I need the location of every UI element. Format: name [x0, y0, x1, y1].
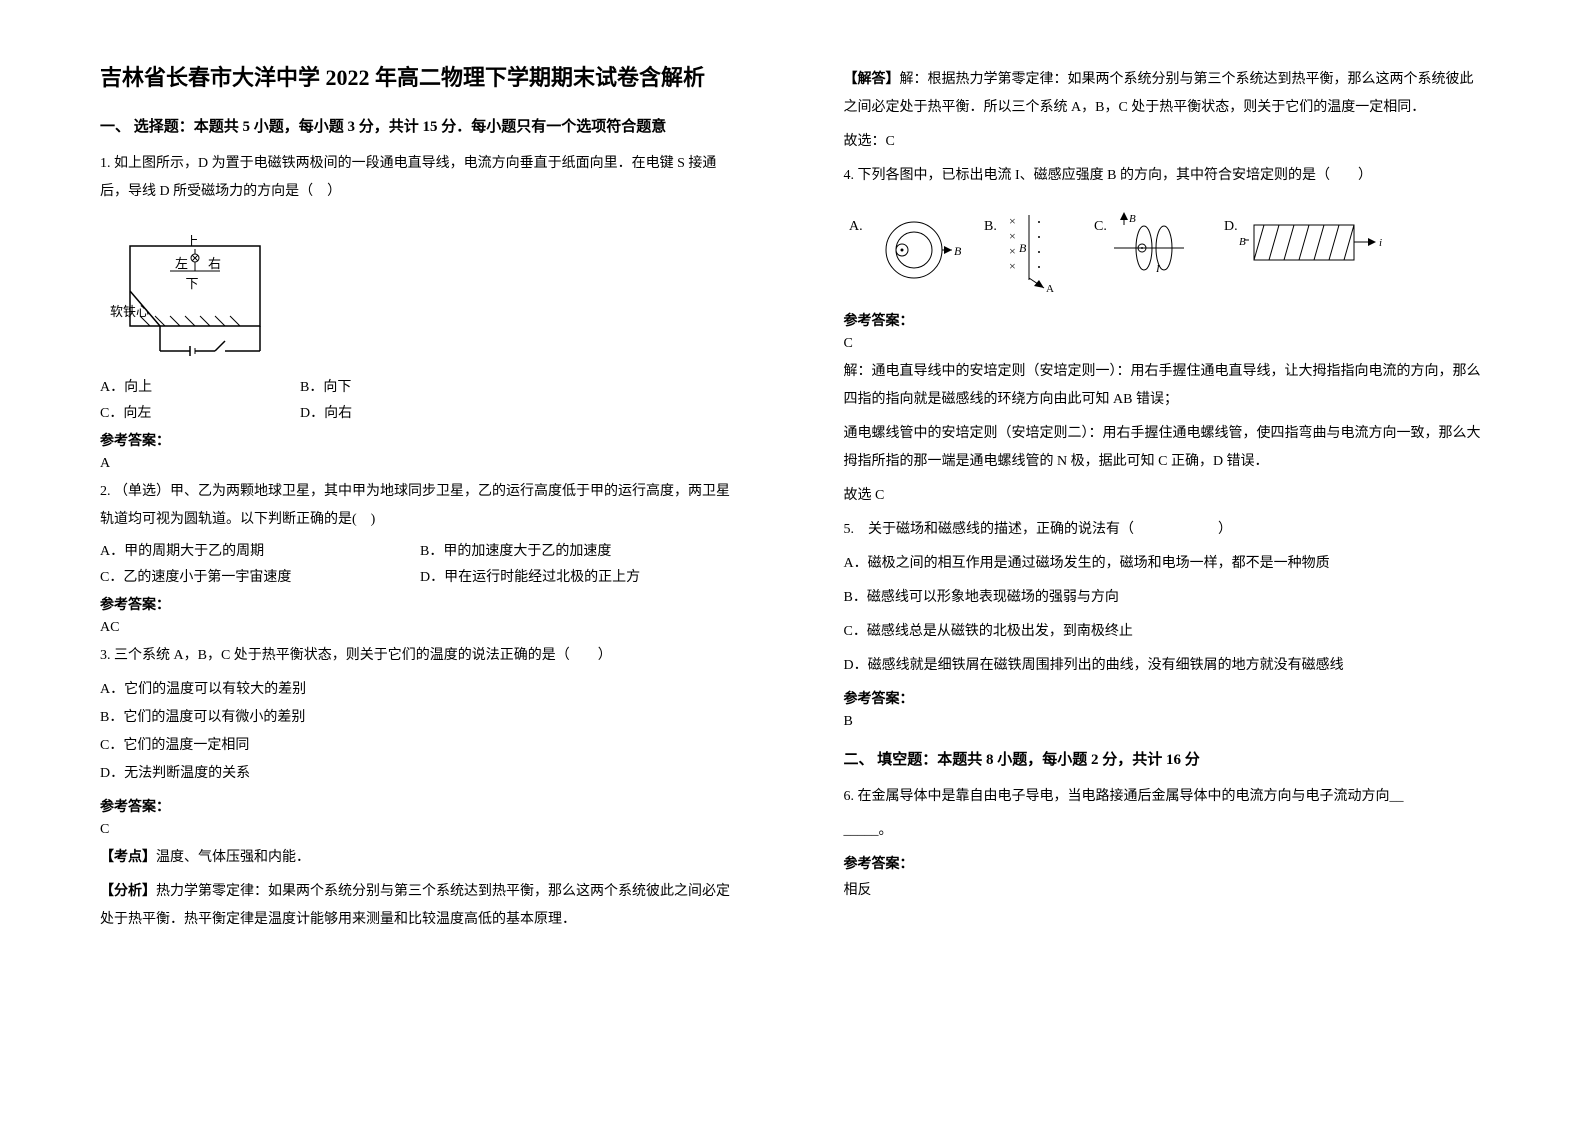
svg-text:×: ×	[1009, 214, 1016, 228]
q2-optC: C．乙的速度小于第一宇宙速度	[100, 566, 420, 586]
q3-optB: B．它们的温度可以有微小的差别	[100, 704, 744, 732]
fig-core-label: 软铁心	[110, 304, 149, 319]
q2-optB: B．甲的加速度大于乙的加速度	[420, 540, 740, 560]
kaopoint-label: 【考点】	[100, 850, 156, 865]
q1-optB: B．向下	[300, 376, 500, 396]
q6-text: 6. 在金属导体中是靠自由电子导电，当电路接通后金属导体中的电流方向与电子流动方…	[844, 783, 1488, 811]
svg-text:B: B	[1239, 236, 1246, 248]
q4-sol1: 解：通电直导线中的安培定则（安培定则一）：用右手握住通电直导线，让大拇指指向电流…	[844, 358, 1488, 414]
q5-optB: B．磁感线可以形象地表现磁场的强弱与方向	[844, 584, 1488, 612]
q4-labA: A.	[849, 219, 863, 234]
svg-text:B: B	[954, 244, 962, 258]
q5-answer: B	[844, 714, 1488, 730]
q3-optC: C．它们的温度一定相同	[100, 732, 744, 760]
section2-header: 二、 填空题：本题共 8 小题，每小题 2 分，共计 16 分	[844, 748, 1488, 769]
svg-text:I: I	[1155, 263, 1161, 275]
q5-optD: D．磁感线就是细铁屑在磁铁周围排列出的曲线，没有细铁屑的地方就没有磁感线	[844, 652, 1488, 680]
fig-right-label: 右	[208, 256, 221, 271]
fenxi-label: 【分析】	[100, 884, 156, 899]
fenxi-text: 热力学第零定律：如果两个系统分别与第三个系统达到热平衡，那么这两个系统彼此之间必…	[100, 884, 730, 927]
q4-text: 4. 下列各图中，已标出电流 I、磁感应强度 B 的方向，其中符合安培定则的是（…	[844, 162, 1488, 190]
q3-answer-label: 参考答案：	[100, 796, 744, 816]
svg-text:×: ×	[1009, 259, 1016, 273]
q2-answer-label: 参考答案：	[100, 594, 744, 614]
q3-fenxi: 【分析】热力学第零定律：如果两个系统分别与第三个系统达到热平衡，那么这两个系统彼…	[100, 878, 744, 934]
fig-up-label: 上	[185, 234, 198, 249]
q4-labB: B.	[984, 219, 997, 234]
svg-text:A: A	[1046, 283, 1054, 295]
kaopoint-text: 温度、气体压强和内能．	[156, 850, 310, 865]
q5-answer-label: 参考答案：	[844, 688, 1488, 708]
q4-figure: A. B B. ×××× B A C. B	[844, 200, 1488, 300]
q4-labC: C.	[1094, 219, 1107, 234]
q4-labD: D.	[1224, 219, 1238, 234]
q2-options-row1: A．甲的周期大于乙的周期 B．甲的加速度大于乙的加速度	[100, 540, 744, 560]
q5-optA: A．磁极之间的相互作用是通过磁场发生的，磁场和电场一样，都不是一种物质	[844, 550, 1488, 578]
q3-jieda: 【解答】解：根据热力学第零定律：如果两个系统分别与第三个系统达到热平衡，那么这两…	[844, 66, 1488, 122]
q3-optA: A．它们的温度可以有较大的差别	[100, 676, 744, 704]
q4-guxuan: 故选 C	[844, 482, 1488, 510]
q3-guxuan: 故选：C	[844, 128, 1488, 156]
svg-text:×: ×	[1009, 229, 1016, 243]
q4-sol2: 通电螺线管中的安培定则（安培定则二）：用右手握住通电螺线管，使四指弯曲与电流方向…	[844, 420, 1488, 476]
q5-text: 5. 关于磁场和磁感线的描述，正确的说法有（ ）	[844, 516, 1488, 544]
q4-answer-label: 参考答案：	[844, 310, 1488, 330]
q1-options-row1: A．向上 B．向下	[100, 376, 744, 396]
section1-header: 一、 选择题：本题共 5 小题，每小题 3 分，共计 15 分．每小题只有一个选…	[100, 115, 744, 136]
q1-optC: C．向左	[100, 402, 300, 422]
q6-blank: _____。	[844, 817, 1488, 845]
q6-answer: 相反	[844, 879, 1488, 899]
q2-optA: A．甲的周期大于乙的周期	[100, 540, 420, 560]
document-title: 吉林省长春市大洋中学 2022 年高二物理下学期期末试卷含解析	[100, 60, 744, 95]
fig-down-label: 下	[185, 276, 198, 291]
q1-answer-label: 参考答案：	[100, 430, 744, 450]
q3-text: 3. 三个系统 A，B，C 处于热平衡状态，则关于它们的温度的说法正确的是（ ）	[100, 642, 744, 670]
svg-text:B: B	[1129, 213, 1136, 225]
q1-optD: D．向右	[300, 402, 500, 422]
q1-text: 1. 如上图所示，D 为置于电磁铁两极间的一段通电直导线，电流方向垂直于纸面向里…	[100, 150, 744, 206]
left-column: 吉林省长春市大洋中学 2022 年高二物理下学期期末试卷含解析 一、 选择题：本…	[0, 0, 794, 1122]
q1-figure: 上 左 右 下 软铁心	[100, 216, 744, 366]
jieda-label: 【解答】	[844, 72, 900, 87]
q2-answer: AC	[100, 620, 744, 636]
q6-answer-label: 参考答案：	[844, 853, 1488, 873]
q2-optD: D．甲在运行时能经过北极的正上方	[420, 566, 740, 586]
svg-text:B: B	[1019, 241, 1027, 255]
q2-text: 2. （单选）甲、乙为两颗地球卫星，其中甲为地球同步卫星，乙的运行高度低于甲的运…	[100, 478, 744, 534]
q3-answer: C	[100, 822, 744, 838]
q2-options-row2: C．乙的速度小于第一宇宙速度 D．甲在运行时能经过北极的正上方	[100, 566, 744, 586]
q1-optA: A．向上	[100, 376, 300, 396]
q1-options-row2: C．向左 D．向右	[100, 402, 744, 422]
q4-answer: C	[844, 336, 1488, 352]
q3-kaopoint: 【考点】温度、气体压强和内能．	[100, 844, 744, 872]
svg-text:×: ×	[1009, 244, 1016, 258]
jieda-text: 解：根据热力学第零定律：如果两个系统分别与第三个系统达到热平衡，那么这两个系统彼…	[844, 72, 1474, 115]
q1-answer: A	[100, 456, 744, 472]
q5-optC: C．磁感线总是从磁铁的北极出发，到南极终止	[844, 618, 1488, 646]
q3-optD: D．无法判断温度的关系	[100, 760, 744, 788]
svg-text:i: i	[1379, 237, 1382, 249]
fig-left-label: 左	[175, 256, 188, 271]
right-column: 【解答】解：根据热力学第零定律：如果两个系统分别与第三个系统达到热平衡，那么这两…	[794, 0, 1587, 1122]
